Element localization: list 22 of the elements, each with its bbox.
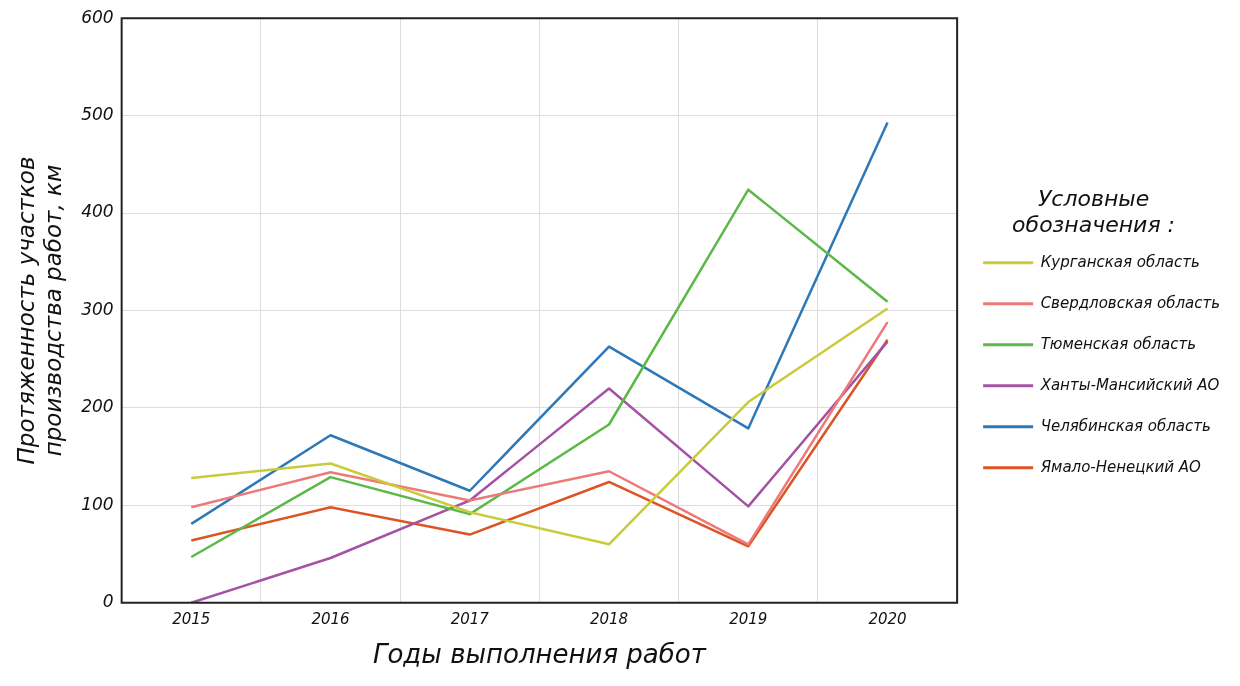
y-tick-label: 200 [81,396,114,417]
x-tick-label: 2016 [311,609,350,628]
y-tick-label: 600 [81,6,114,27]
x-tick-label: 2015 [172,609,211,628]
x-tick-label: 2018 [589,609,629,628]
y-tick-label: 400 [81,201,114,222]
legend-label: Ямало-Ненецкий АО [1039,457,1202,476]
x-tick-label: 2019 [729,609,768,628]
x-tick-label: 2017 [450,609,490,628]
y-axis-title: Протяженность участков производства работ, км [12,156,67,465]
x-axis-title: Годы выполнения работ [372,639,707,670]
x-tick-label: 2020 [868,609,907,628]
legend-label: Тюменская область [1040,334,1197,353]
y-tick-label: 0 [102,591,114,612]
legend-label: Свердловская область [1040,293,1221,312]
y-tick-label: 100 [81,493,114,514]
y-tick-label: 300 [81,298,114,319]
legend-label: Челябинская область [1040,416,1211,435]
y-tick-label: 500 [81,104,114,125]
legend-title: Условные обозначения : [1012,185,1176,237]
legend-label: Курганская область [1040,252,1200,271]
legend-label: Ханты-Мансийский АО [1039,375,1220,394]
